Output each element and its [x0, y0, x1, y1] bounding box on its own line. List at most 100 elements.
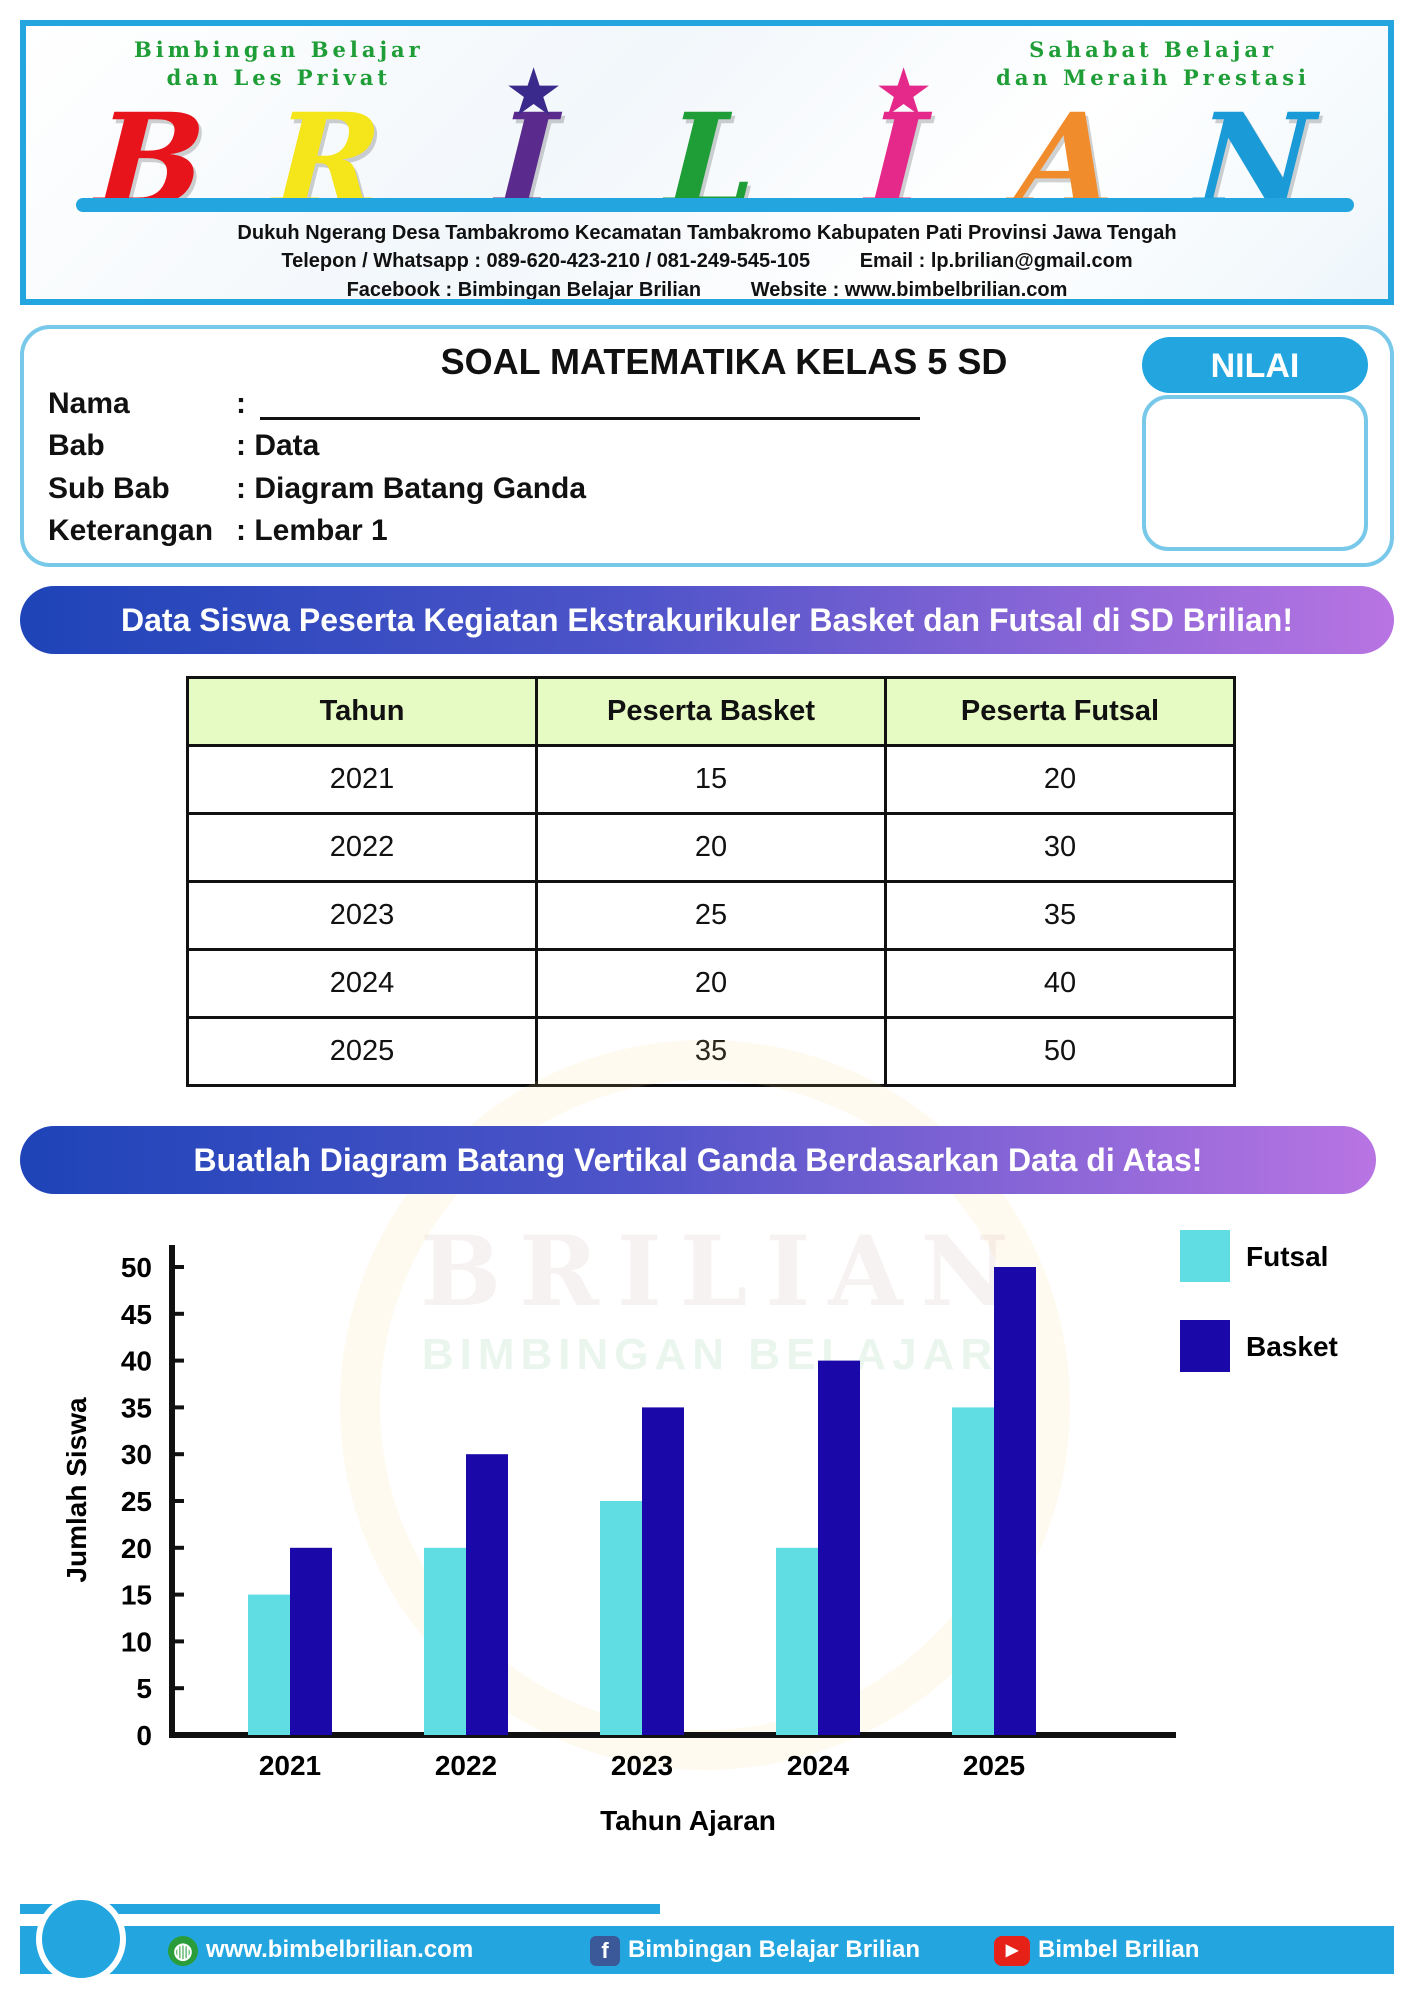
- x-tick-label: 2025: [963, 1750, 1025, 1781]
- field-label: Sub Bab: [48, 472, 170, 505]
- field-value: :: [236, 387, 246, 420]
- tagline-left-line2: dan Les Privat: [166, 65, 392, 90]
- legend-swatch-futsal: [1180, 1230, 1230, 1282]
- nilai-score-box[interactable]: [1142, 395, 1368, 551]
- table-row: 2024 20 40: [186, 948, 1236, 1019]
- x-tick-label: 2021: [259, 1750, 321, 1781]
- bar-basket-2022: [466, 1454, 508, 1735]
- footer-bar: [20, 1926, 1394, 1974]
- contact-line: Telepon / Whatsapp : 089-620-423-210 / 0…: [26, 250, 1388, 273]
- footer-facebook[interactable]: f Bimbingan Belajar Brilian: [590, 1932, 920, 1968]
- y-tick-label: 50: [121, 1252, 152, 1283]
- watermark-subtitle: BIMBINGAN BELAJAR: [421, 1330, 999, 1379]
- header-basket: Peserta Basket: [535, 676, 887, 747]
- bar-futsal-2024: [776, 1547, 818, 1735]
- x-tick-label: 2023: [611, 1750, 673, 1781]
- table-row: 2021 15 20: [186, 744, 1236, 815]
- tagline-right-line2: dan Meraih Prestasi: [996, 65, 1310, 90]
- table-cell: 2025: [186, 1016, 538, 1087]
- field-value: : Lembar 1: [236, 514, 388, 547]
- sheet-title: SOAL MATEMATIKA KELAS 5 SD: [440, 341, 1008, 382]
- legend-label-basket: Basket: [1246, 1331, 1338, 1362]
- tagline-left-line1: Bimbingan Belajar: [134, 37, 424, 62]
- y-tick-label: 45: [121, 1299, 152, 1330]
- table-row: 2022 20 30: [186, 812, 1236, 883]
- x-tick-label: 2022: [435, 1750, 497, 1781]
- y-tick-label: 0: [136, 1720, 152, 1751]
- y-tick-label: 20: [121, 1533, 152, 1564]
- star-icon-pink: ★: [874, 54, 934, 131]
- bar-futsal-2021: [248, 1594, 290, 1735]
- y-tick-label: 25: [121, 1486, 152, 1517]
- bar-basket-2025: [994, 1267, 1036, 1735]
- field-label: Bab: [48, 429, 105, 462]
- section-title-chart: Buatlah Diagram Batang Vertikal Ganda Be…: [20, 1126, 1376, 1194]
- header-futsal: Peserta Futsal: [884, 676, 1236, 747]
- bar-basket-2024: [818, 1360, 860, 1735]
- table-cell: 20: [535, 948, 887, 1019]
- email-text: Email : lp.brilian@gmail.com: [859, 250, 1133, 272]
- header-divider: [76, 198, 1354, 212]
- bar-futsal-2023: [600, 1501, 642, 1735]
- nilai-label: NILAI: [1142, 337, 1368, 393]
- table-cell: 2023: [186, 880, 538, 951]
- brilian-logo: B R I L I A N ★ ★: [26, 60, 1388, 237]
- table-cell: 20: [884, 744, 1236, 815]
- footer-youtube-text: Bimbel Brilian: [1038, 1936, 1200, 1963]
- section-title-data: Data Siswa Peserta Kegiatan Ekstrakuriku…: [20, 586, 1394, 654]
- table-cell: 20: [535, 812, 887, 883]
- social-line: Facebook : Bimbingan Belajar Brilian Web…: [26, 279, 1388, 301]
- table-cell: 35: [884, 880, 1236, 951]
- field-value: : Diagram Batang Ganda: [236, 472, 587, 505]
- identity-box: SOAL MATEMATIKA KELAS 5 SD Nama : Bab : …: [20, 325, 1394, 567]
- y-tick-label: 10: [121, 1626, 152, 1657]
- table-row: 2023 25 35: [186, 880, 1236, 951]
- legend-swatch-basket: [1180, 1320, 1230, 1372]
- footer-youtube[interactable]: ▶ Bimbel Brilian: [994, 1932, 1199, 1968]
- footer-facebook-text: Bimbingan Belajar Brilian: [628, 1936, 921, 1963]
- y-tick-label: 5: [136, 1673, 152, 1704]
- y-tick-label: 30: [121, 1439, 152, 1470]
- watermark-brand: BRILIAN: [420, 1215, 1027, 1328]
- facebook-icon: f: [590, 1935, 620, 1966]
- chart-legend: Futsal Basket: [1180, 1230, 1338, 1372]
- footer-accent-line: [20, 1904, 660, 1914]
- table-cell: 30: [884, 812, 1236, 883]
- field-label: Nama: [48, 387, 130, 420]
- x-tick-label: 2024: [787, 1750, 850, 1781]
- address-line: Dukuh Ngerang Desa Tambakromo Kecamatan …: [237, 222, 1177, 244]
- facebook-text: Facebook : Bimbingan Belajar Brilian: [346, 279, 702, 301]
- table-cell: 15: [535, 744, 887, 815]
- field-value: : Data: [236, 429, 320, 462]
- website-text: Website : www.bimbelbrilian.com: [750, 279, 1068, 301]
- phone-text: Telepon / Whatsapp : 089-620-423-210 / 0…: [281, 250, 811, 272]
- table-cell: 2022: [186, 812, 538, 883]
- field-label: Keterangan: [48, 514, 214, 547]
- bar-basket-2023: [642, 1407, 684, 1735]
- footer-website-text: www.bimbelbrilian.com: [206, 1936, 474, 1963]
- table-header-row: Tahun Peserta Basket Peserta Futsal: [186, 676, 1236, 747]
- table-cell: 50: [884, 1016, 1236, 1087]
- y-tick-label: 15: [121, 1580, 152, 1611]
- data-table: Tahun Peserta Basket Peserta Futsal 2021…: [186, 676, 1236, 1087]
- bar-futsal-2022: [424, 1547, 466, 1735]
- name-input-line[interactable]: [260, 417, 920, 420]
- footer-circle: [36, 1894, 126, 1984]
- y-axis-title: Jumlah Siswa: [61, 1397, 92, 1583]
- x-axis-title: Tahun Ajaran: [600, 1805, 776, 1836]
- y-tick-label: 35: [121, 1392, 152, 1423]
- youtube-play-icon: ▶: [994, 1935, 1030, 1966]
- tagline-right: Sahabat Belajar dan Meraih Prestasi: [996, 36, 1310, 92]
- footer-website[interactable]: ◍ www.bimbelbrilian.com: [168, 1932, 473, 1968]
- table-cell: 40: [884, 948, 1236, 1019]
- tagline-left: Bimbingan Belajar dan Les Privat: [134, 36, 424, 92]
- table-cell: 25: [535, 880, 887, 951]
- bar-futsal-2025: [952, 1407, 994, 1735]
- table-cell: 2024: [186, 948, 538, 1019]
- star-icon-purple: ★: [504, 54, 564, 131]
- tagline-right-line1: Sahabat Belajar: [1029, 37, 1278, 62]
- legend-label-futsal: Futsal: [1246, 1241, 1328, 1272]
- chart-bars: [248, 1267, 1036, 1735]
